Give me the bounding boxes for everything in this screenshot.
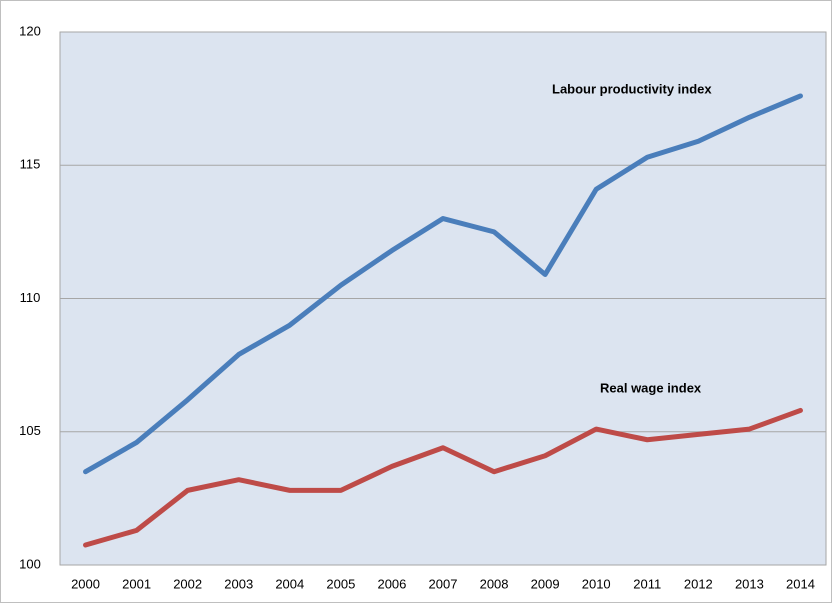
x-tick-label: 2006	[377, 576, 406, 591]
x-tick-label: 2000	[71, 576, 100, 591]
data-line	[83, 93, 803, 475]
x-tick-label: 2012	[684, 576, 713, 591]
x-tick-label: 2009	[531, 576, 560, 591]
x-tick-label: 2002	[173, 576, 202, 591]
x-tick-label: 2010	[582, 576, 611, 591]
data-line	[83, 407, 803, 548]
x-tick-label: 2013	[735, 576, 764, 591]
y-tick-label: 110	[20, 290, 41, 305]
x-tick-label: 2003	[224, 576, 253, 591]
series-label: Labour productivity index	[552, 81, 712, 96]
y-tick-label: 105	[19, 423, 41, 438]
x-tick-label: 2005	[326, 576, 355, 591]
x-tick-label: 2004	[275, 576, 304, 591]
x-tick-label: 2008	[480, 576, 509, 591]
y-tick-label: 115	[20, 157, 41, 172]
x-tick-label: 2001	[122, 576, 151, 591]
series-label: Real wage index	[600, 380, 702, 395]
x-tick-label: 2007	[429, 576, 458, 591]
x-tick-label: 2014	[786, 576, 815, 591]
y-tick-label: 120	[19, 23, 41, 38]
y-tick-label: 100	[19, 556, 41, 571]
x-tick-label: 2011	[633, 576, 661, 591]
